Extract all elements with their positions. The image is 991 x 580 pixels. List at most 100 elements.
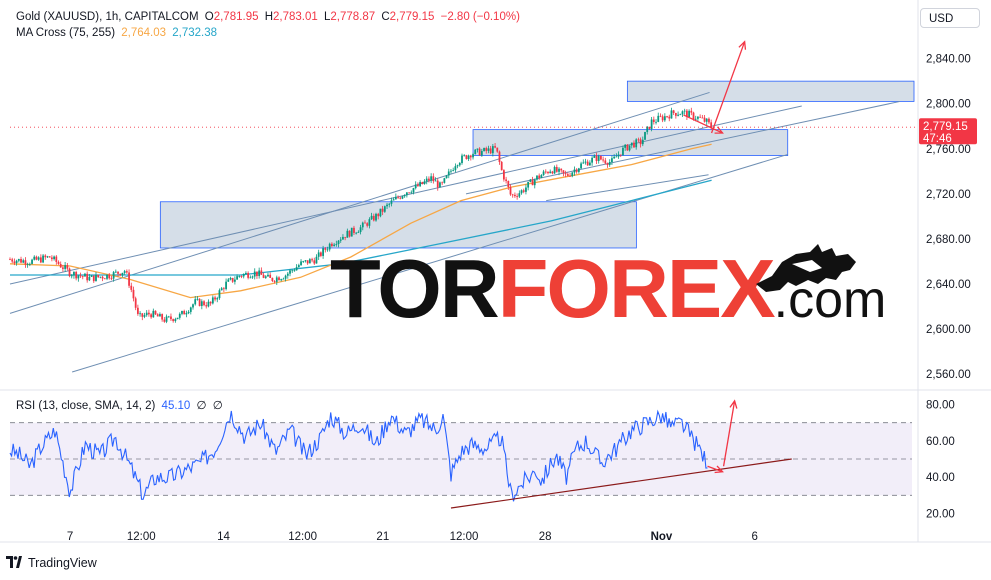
candle <box>68 268 71 277</box>
symbol-legend[interactable]: Gold (XAUUSD), 1h, CAPITALCOM O2,781.95 … <box>16 9 523 25</box>
candle <box>35 256 38 260</box>
candle <box>443 178 446 183</box>
candle <box>381 208 384 212</box>
candle <box>73 271 75 276</box>
candle <box>319 252 322 256</box>
candle <box>346 230 349 238</box>
ohlc-high-label: H <box>264 11 273 23</box>
torforex-watermark: TORFOREX.com <box>330 247 886 342</box>
ohlc-open-value: 2,781.95 <box>213 11 259 23</box>
candle <box>547 171 549 174</box>
last-price-value: 2,779.15 <box>923 121 968 133</box>
candle <box>90 275 93 277</box>
ohlc-high-value: 2,783.01 <box>273 11 318 23</box>
candle <box>141 313 144 317</box>
currency-button[interactable]: USD <box>920 8 980 28</box>
candle <box>150 314 153 318</box>
rsi-arrow-2-head <box>714 465 724 474</box>
candle <box>227 279 230 282</box>
ma-slow-value: 2,732.38 <box>172 27 218 39</box>
candle <box>174 319 177 322</box>
price-pane[interactable] <box>9 40 918 373</box>
candle <box>575 169 578 172</box>
candle <box>661 116 664 121</box>
candle <box>600 155 602 160</box>
candle <box>399 197 402 199</box>
price-tick-label: 2,640.00 <box>926 279 971 291</box>
ma-cross-label: MA Cross (75, 255) <box>16 27 116 39</box>
candle <box>242 274 245 277</box>
rsi-arrow-2 <box>707 465 723 473</box>
candle <box>130 285 133 290</box>
candle <box>59 264 62 268</box>
candle <box>335 244 338 245</box>
candle <box>569 175 571 177</box>
candle <box>245 272 247 275</box>
candle <box>145 312 148 316</box>
candle <box>165 316 168 322</box>
candle <box>474 149 477 155</box>
candle <box>456 165 459 167</box>
candle <box>92 275 95 282</box>
candle <box>478 148 481 156</box>
rsi-pane[interactable] <box>9 399 912 509</box>
candle <box>183 311 186 315</box>
candle <box>313 260 316 264</box>
candle <box>355 232 358 234</box>
rsi-legend[interactable]: RSI (13, close, SMA, 14, 2) 45.10 ∅ ∅ <box>16 398 226 414</box>
candle <box>125 271 128 273</box>
candle <box>366 223 369 226</box>
candle <box>66 265 69 269</box>
tradingview-footer[interactable]: TradingView <box>6 556 97 570</box>
candle <box>536 175 538 180</box>
candle <box>258 270 261 277</box>
candle <box>494 146 496 148</box>
candle <box>253 271 256 277</box>
candle <box>156 314 159 317</box>
candle <box>300 261 302 266</box>
candle <box>247 272 250 278</box>
candle <box>350 227 353 237</box>
price-tick-label: 2,720.00 <box>926 189 971 201</box>
candle <box>525 187 527 192</box>
axes: 2,560.00 2,600.00 2,640.00 2,680.00 2,720.00… <box>0 0 991 543</box>
candle <box>11 259 14 262</box>
rsi-label: RSI (13, close, SMA, 14, 2) <box>16 400 156 412</box>
candle <box>414 184 417 189</box>
candle <box>663 116 666 121</box>
candle <box>357 231 360 233</box>
candle <box>507 180 510 188</box>
time-tick-label: 7 <box>67 531 73 543</box>
candle <box>317 252 320 257</box>
candle <box>163 319 166 322</box>
candle <box>549 171 552 174</box>
support-zone-3 <box>626 80 915 102</box>
candle <box>564 173 567 175</box>
candle <box>119 273 122 276</box>
candle <box>505 179 507 181</box>
candle <box>553 166 556 174</box>
candle <box>591 157 593 163</box>
candle <box>626 144 629 151</box>
candle <box>697 116 699 119</box>
candle <box>192 304 194 308</box>
candle <box>139 313 141 315</box>
candle <box>152 310 155 318</box>
candle <box>315 256 318 264</box>
candle <box>622 147 624 156</box>
candle <box>322 248 324 256</box>
candle <box>447 171 450 176</box>
candle <box>273 281 276 282</box>
candle <box>708 118 710 123</box>
candle <box>167 316 170 318</box>
candle <box>231 277 234 282</box>
support-zone-2 <box>472 129 789 156</box>
candle <box>458 163 461 166</box>
candle <box>44 255 47 258</box>
candle <box>50 257 53 260</box>
ma-legend[interactable]: MA Cross (75, 255) 2,764.03 2,732.38 <box>16 25 220 41</box>
candle <box>121 272 124 276</box>
candle <box>203 301 205 306</box>
price-arrow-1 <box>710 41 746 134</box>
